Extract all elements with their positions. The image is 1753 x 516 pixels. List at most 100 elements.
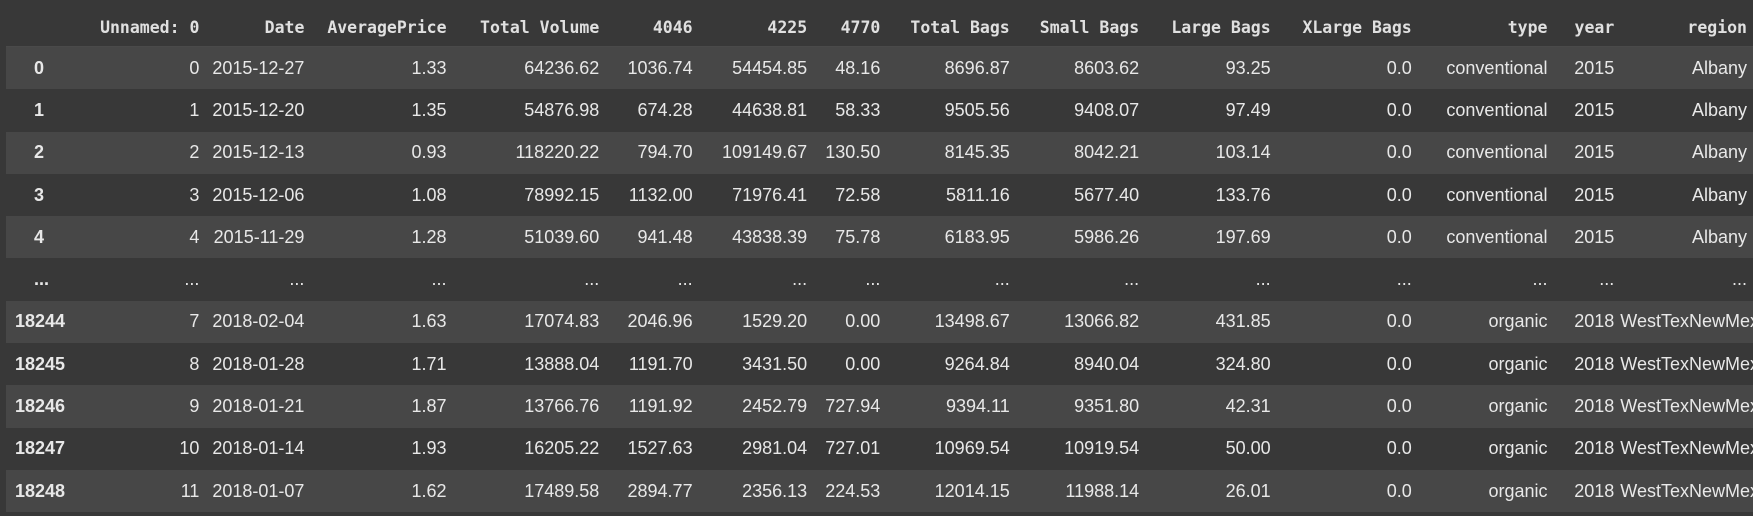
table-cell: conventional xyxy=(1446,226,1548,247)
table-cell: conventional xyxy=(1446,142,1548,163)
table-row: 0 0 2015-12-27 1.33 64236.62 1036.74 54454.85 4… xyxy=(6,46,1753,90)
table-cell: 26.01 xyxy=(1225,480,1271,501)
table-cell: 5677.40 xyxy=(1074,184,1140,205)
table-cell: 17074.83 xyxy=(524,311,600,332)
table-cell: 2452.79 xyxy=(742,396,808,417)
table-cell: WestTexNewMexico xyxy=(1620,480,1753,501)
table-cell: 3 xyxy=(189,184,200,205)
table-cell: 5986.26 xyxy=(1074,226,1140,247)
table-cell: 674.28 xyxy=(637,99,693,120)
table-cell: 2356.13 xyxy=(742,480,808,501)
table-row: ........................................… xyxy=(6,258,1753,301)
table-cell: Albany xyxy=(1691,226,1747,247)
table-cell: 1132.00 xyxy=(628,184,693,205)
table-cell: 9351.80 xyxy=(1074,396,1140,417)
table-cell: 2015 xyxy=(1574,142,1615,163)
table-cell: 2015-12-20 xyxy=(212,99,305,120)
table-cell: 224.53 xyxy=(825,480,881,501)
table-cell: 0 xyxy=(189,57,200,78)
table-cell: 72.58 xyxy=(835,184,881,205)
table-cell: 2015-12-06 xyxy=(212,184,305,205)
table-cell: 2018-01-21 xyxy=(212,396,305,417)
table-cell: 54876.98 xyxy=(524,99,600,120)
table-cell: 4 xyxy=(189,226,200,247)
table-cell: 2015 xyxy=(1574,99,1615,120)
table-row: 18247 10 2018-01-14 1.93 16205.22 1527.63 2981… xyxy=(6,427,1753,470)
table-cell: ... xyxy=(1124,269,1140,290)
table-cell: 1529.20 xyxy=(742,311,808,332)
table-cell: 10919.54 xyxy=(1064,438,1140,459)
table-cell: 1.63 xyxy=(411,311,447,332)
table-cell: 0.0 xyxy=(1386,99,1412,120)
table-cell: 2018-02-04 xyxy=(212,311,305,332)
table-cell: 2018-01-14 xyxy=(212,438,305,459)
table-cell: 1191.92 xyxy=(628,396,693,417)
table-cell: 8940.04 xyxy=(1074,353,1140,374)
table-cell: 43838.39 xyxy=(732,226,808,247)
table-cell: 16205.22 xyxy=(524,438,600,459)
column-header: 4770 xyxy=(813,9,887,47)
table-cell: 1191.70 xyxy=(628,353,693,374)
table-cell: ... xyxy=(1731,269,1747,290)
table-cell: 0.0 xyxy=(1386,311,1412,332)
table-cell: 0.0 xyxy=(1386,184,1412,205)
column-header: AveragePrice xyxy=(310,9,453,47)
table-cell: 0.0 xyxy=(1386,57,1412,78)
column-header: XLarge Bags xyxy=(1276,9,1418,47)
table-cell: 8696.87 xyxy=(944,57,1010,78)
row-index: 2 xyxy=(34,142,45,163)
row-index: 18247 xyxy=(15,438,66,459)
table-cell: 97.49 xyxy=(1225,99,1271,120)
row-index: ... xyxy=(34,269,50,290)
row-index: 18246 xyxy=(15,396,66,417)
table-cell: ... xyxy=(1599,269,1615,290)
table-cell: 13888.04 xyxy=(524,353,600,374)
table-cell: ... xyxy=(994,269,1010,290)
table-cell: Albany xyxy=(1691,184,1747,205)
table-cell: 9505.56 xyxy=(944,99,1010,120)
column-header: Total Volume xyxy=(452,9,606,47)
row-index: 18244 xyxy=(15,311,66,332)
table-cell: 1.33 xyxy=(411,57,447,78)
table-cell: 10 xyxy=(179,438,200,459)
table-cell: Albany xyxy=(1691,99,1747,120)
table-row: 3 3 2015-12-06 1.08 78992.15 1132.00 71976.41 7… xyxy=(6,173,1753,217)
table-row: 4 4 2015-11-29 1.28 51039.60 941.48 43838.39 75… xyxy=(6,216,1753,259)
column-header: Unnamed: 0 xyxy=(76,9,206,47)
table-cell: 50.00 xyxy=(1225,438,1271,459)
row-index: 18245 xyxy=(15,353,66,374)
table-cell: 8145.35 xyxy=(944,142,1010,163)
header-row: Unnamed: 0 Date AveragePrice Total Volume 40… xyxy=(6,9,1753,47)
row-index: 0 xyxy=(34,57,45,78)
table-cell: 93.25 xyxy=(1225,57,1271,78)
table-cell: 10969.54 xyxy=(934,438,1010,459)
table-cell: 3431.50 xyxy=(742,353,808,374)
table-cell: 2015 xyxy=(1574,57,1615,78)
table-cell: 103.14 xyxy=(1215,142,1271,163)
table-body: 0 0 2015-12-27 1.33 64236.62 1036.74 54454.85 4… xyxy=(6,46,1753,513)
row-index: 3 xyxy=(34,184,45,205)
table-cell: 78992.15 xyxy=(524,184,600,205)
table-cell: 7 xyxy=(189,311,200,332)
table-cell: 13498.67 xyxy=(934,311,1010,332)
table-cell: 0.0 xyxy=(1386,353,1412,374)
table-cell: 75.78 xyxy=(835,226,881,247)
table-cell: 1.35 xyxy=(411,99,447,120)
table-cell: conventional xyxy=(1446,99,1548,120)
table-cell: 13066.82 xyxy=(1064,311,1140,332)
table-cell: 9 xyxy=(189,396,200,417)
table-cell: 2015 xyxy=(1574,226,1615,247)
table-cell: 2018-01-07 xyxy=(212,480,305,501)
table-row: 1 1 2015-12-20 1.35 54876.98 674.28 44638.81 58… xyxy=(6,89,1753,132)
column-header: Total Bags xyxy=(886,9,1016,47)
table-cell: conventional xyxy=(1446,184,1548,205)
column-header: type xyxy=(1417,9,1554,47)
table-cell: 0.0 xyxy=(1386,226,1412,247)
table-cell: ... xyxy=(289,269,305,290)
table-row: 18246 9 2018-01-21 1.87 13766.76 1191.92 2452.… xyxy=(6,385,1753,428)
table-cell: organic xyxy=(1488,438,1548,459)
column-header: Small Bags xyxy=(1015,9,1146,47)
table-cell: 2018 xyxy=(1574,480,1615,501)
table-cell: 2015-12-27 xyxy=(212,57,305,78)
table-cell: WestTexNewMexico xyxy=(1620,438,1753,459)
